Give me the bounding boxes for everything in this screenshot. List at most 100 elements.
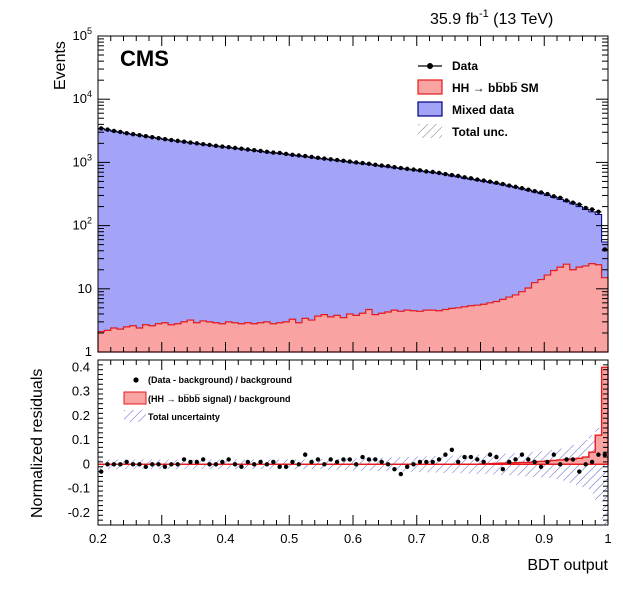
y-tick-label: 0.4 bbox=[72, 359, 90, 374]
data-point bbox=[105, 127, 110, 132]
data-point bbox=[500, 181, 506, 187]
data-point bbox=[334, 157, 340, 163]
residual-point bbox=[220, 459, 225, 465]
data-point bbox=[194, 141, 200, 146]
data-point bbox=[583, 205, 588, 211]
residual-point bbox=[602, 452, 608, 457]
residual-point bbox=[506, 459, 512, 465]
data-point bbox=[296, 153, 302, 158]
residual-point bbox=[366, 457, 372, 462]
residual-point bbox=[411, 462, 416, 467]
residual-point bbox=[589, 459, 595, 465]
residual-point bbox=[398, 471, 404, 477]
residual-point bbox=[532, 459, 537, 465]
data-point bbox=[309, 154, 314, 160]
legend-background-swatch bbox=[417, 101, 443, 117]
residual-point bbox=[468, 454, 474, 460]
data-point bbox=[398, 165, 404, 171]
y-tick-label: 1 bbox=[85, 344, 92, 359]
residual-point bbox=[500, 466, 506, 472]
data-point bbox=[449, 172, 455, 178]
residual-point bbox=[443, 452, 448, 457]
data-point bbox=[373, 162, 378, 168]
y-tick-label: 0 bbox=[83, 456, 90, 471]
residual-point bbox=[481, 459, 486, 465]
residual-point bbox=[564, 457, 569, 462]
residual-point bbox=[379, 459, 384, 465]
data-point bbox=[290, 152, 295, 157]
residual-point bbox=[232, 462, 238, 467]
data-point bbox=[264, 149, 270, 155]
data-point bbox=[322, 156, 327, 161]
data-point bbox=[589, 207, 595, 212]
data-point bbox=[417, 168, 423, 173]
residual-point bbox=[436, 457, 442, 462]
background-area bbox=[97, 128, 609, 353]
data-point bbox=[149, 134, 155, 140]
data-point bbox=[124, 130, 129, 136]
data-point bbox=[162, 136, 168, 142]
residual-point bbox=[475, 457, 480, 462]
residual-point bbox=[130, 462, 136, 467]
residual-point bbox=[175, 462, 180, 467]
legend-uncertainty-swatch bbox=[418, 124, 442, 138]
residual-point bbox=[149, 462, 155, 467]
legend-data-marker bbox=[427, 63, 433, 69]
data-point bbox=[468, 176, 474, 181]
residual-point bbox=[341, 457, 346, 462]
data-point bbox=[596, 209, 601, 215]
y-tick-label: 105 bbox=[73, 26, 92, 43]
data-point bbox=[513, 184, 518, 190]
residual-point bbox=[213, 462, 219, 467]
data-point bbox=[226, 144, 231, 150]
data-point bbox=[538, 190, 544, 195]
data-point bbox=[98, 126, 104, 131]
residual-point bbox=[296, 462, 302, 467]
data-point bbox=[283, 151, 289, 157]
bottom-panel: -0.2 -0.1 0 0.1 0.2 0.3 0.4 0.2 0.3 0.4 0.5 0.6 0.7… bbox=[29, 359, 612, 574]
data-point bbox=[111, 128, 117, 134]
y-tick-label: 0.1 bbox=[72, 432, 90, 447]
top-x-ticks bbox=[97, 36, 609, 352]
data-point bbox=[519, 186, 525, 191]
data-point bbox=[169, 137, 174, 143]
residual-point bbox=[194, 459, 200, 465]
residual-point bbox=[277, 464, 282, 469]
data-point bbox=[462, 175, 467, 180]
data-point bbox=[353, 160, 359, 165]
y-tick-label: 104 bbox=[73, 89, 92, 106]
data-point bbox=[392, 164, 397, 170]
residual-point bbox=[124, 459, 129, 465]
data-point bbox=[347, 159, 353, 164]
data-point bbox=[385, 164, 391, 169]
residual-point bbox=[118, 462, 123, 467]
residual-point bbox=[188, 459, 193, 465]
residual-point bbox=[570, 457, 576, 462]
bottom-x-ticks: 0.2 0.3 0.4 0.5 0.6 0.7 0.8 0.9 1 bbox=[89, 360, 612, 546]
signal-area bbox=[97, 263, 609, 353]
residual-point bbox=[551, 452, 557, 457]
legend-data-label: Data bbox=[452, 59, 478, 73]
residual-point bbox=[181, 457, 187, 462]
x-tick-label: 0.7 bbox=[408, 531, 426, 546]
x-tick-label: 0.3 bbox=[153, 531, 171, 546]
residual-point bbox=[455, 459, 461, 465]
data-point bbox=[277, 150, 282, 156]
residual-point bbox=[557, 462, 563, 467]
legend-uncertainty-label: Total unc. bbox=[452, 125, 508, 139]
lumi-label: 35.9 fb-1 (13 TeV) bbox=[430, 8, 553, 28]
residual-point bbox=[328, 457, 333, 462]
data-point bbox=[315, 155, 321, 161]
data-point bbox=[564, 198, 569, 203]
residual-point bbox=[226, 457, 231, 462]
data-point bbox=[271, 150, 276, 155]
residual-point bbox=[360, 454, 365, 460]
data-point bbox=[200, 142, 206, 147]
legend-residual-marker bbox=[133, 377, 139, 383]
residual-point bbox=[347, 457, 353, 462]
data-point bbox=[379, 163, 384, 168]
data-point bbox=[360, 160, 365, 166]
data-point bbox=[188, 140, 193, 145]
top-panel: 1 10 102 103 104 105 35.9 fb-1 (13 TeV) CMS E… bbox=[52, 8, 609, 359]
residual-point bbox=[251, 462, 257, 467]
